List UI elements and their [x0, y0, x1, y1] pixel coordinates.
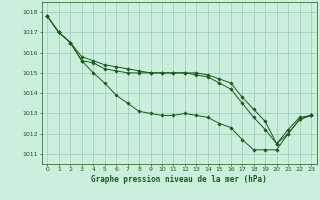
X-axis label: Graphe pression niveau de la mer (hPa): Graphe pression niveau de la mer (hPa)	[91, 175, 267, 184]
